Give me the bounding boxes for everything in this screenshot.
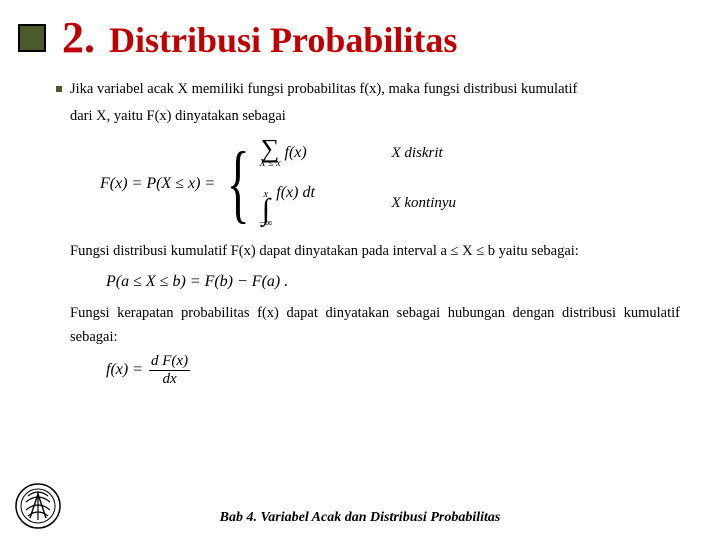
eq3-fraction: d F(x) dx <box>149 354 190 387</box>
equation-interval: P(a ≤ X ≤ b) = F(b) − F(a) . <box>106 268 680 295</box>
brace-icon: { <box>227 147 250 221</box>
paragraph-1: Jika variabel acak X memiliki fungsi pro… <box>70 77 680 130</box>
bullet-square-icon <box>18 24 46 52</box>
title-group: 2. Distribusi Probabilitas <box>62 12 457 63</box>
p1-line-b: dari X, yaitu F(x) dinyatakan sebagai <box>70 104 577 129</box>
paragraph-2: Fungsi distribusi kumulatif F(x) dapat d… <box>70 239 680 264</box>
slide-footer: Bab 4. Variabel Acak dan Distribusi Prob… <box>0 510 720 526</box>
eq1-lhs: F(x) = P(X ≤ x) = <box>100 170 215 197</box>
equation-cdf-definition: F(x) = P(X ≤ x) = { ∑ X ≤ x f(x) X diskr… <box>100 138 680 229</box>
p1-line-a: Jika variabel acak X memiliki fungsi pro… <box>70 77 577 102</box>
slide-content: Jika variabel acak X memiliki fungsi pro… <box>0 71 720 387</box>
case-discrete-label: X diskrit <box>391 141 442 167</box>
bullet-small-icon <box>56 86 62 92</box>
paragraph-3: Fungsi kerapatan probabilitas f(x) dapat… <box>70 301 680 350</box>
case-discrete: ∑ X ≤ x f(x) X diskrit <box>259 138 456 169</box>
case-continuous: x ∫ −∞ f(x) dt X kontinyu <box>259 179 456 229</box>
title-text: Distribusi Probabilitas <box>109 19 457 61</box>
slide-header: 2. Distribusi Probabilitas <box>0 0 720 71</box>
eq3-lhs: f(x) = <box>106 361 143 378</box>
case-continuous-label: X kontinyu <box>391 191 456 217</box>
eq1-cases: ∑ X ≤ x f(x) X diskrit x ∫ −∞ f(x) dt X … <box>259 138 456 229</box>
case-continuous-expr: x ∫ −∞ f(x) dt <box>259 179 349 229</box>
case-discrete-expr: ∑ X ≤ x f(x) <box>259 138 349 169</box>
equation-pdf-derivative: f(x) = d F(x) dx <box>106 354 680 387</box>
title-number: 2. <box>62 12 95 63</box>
